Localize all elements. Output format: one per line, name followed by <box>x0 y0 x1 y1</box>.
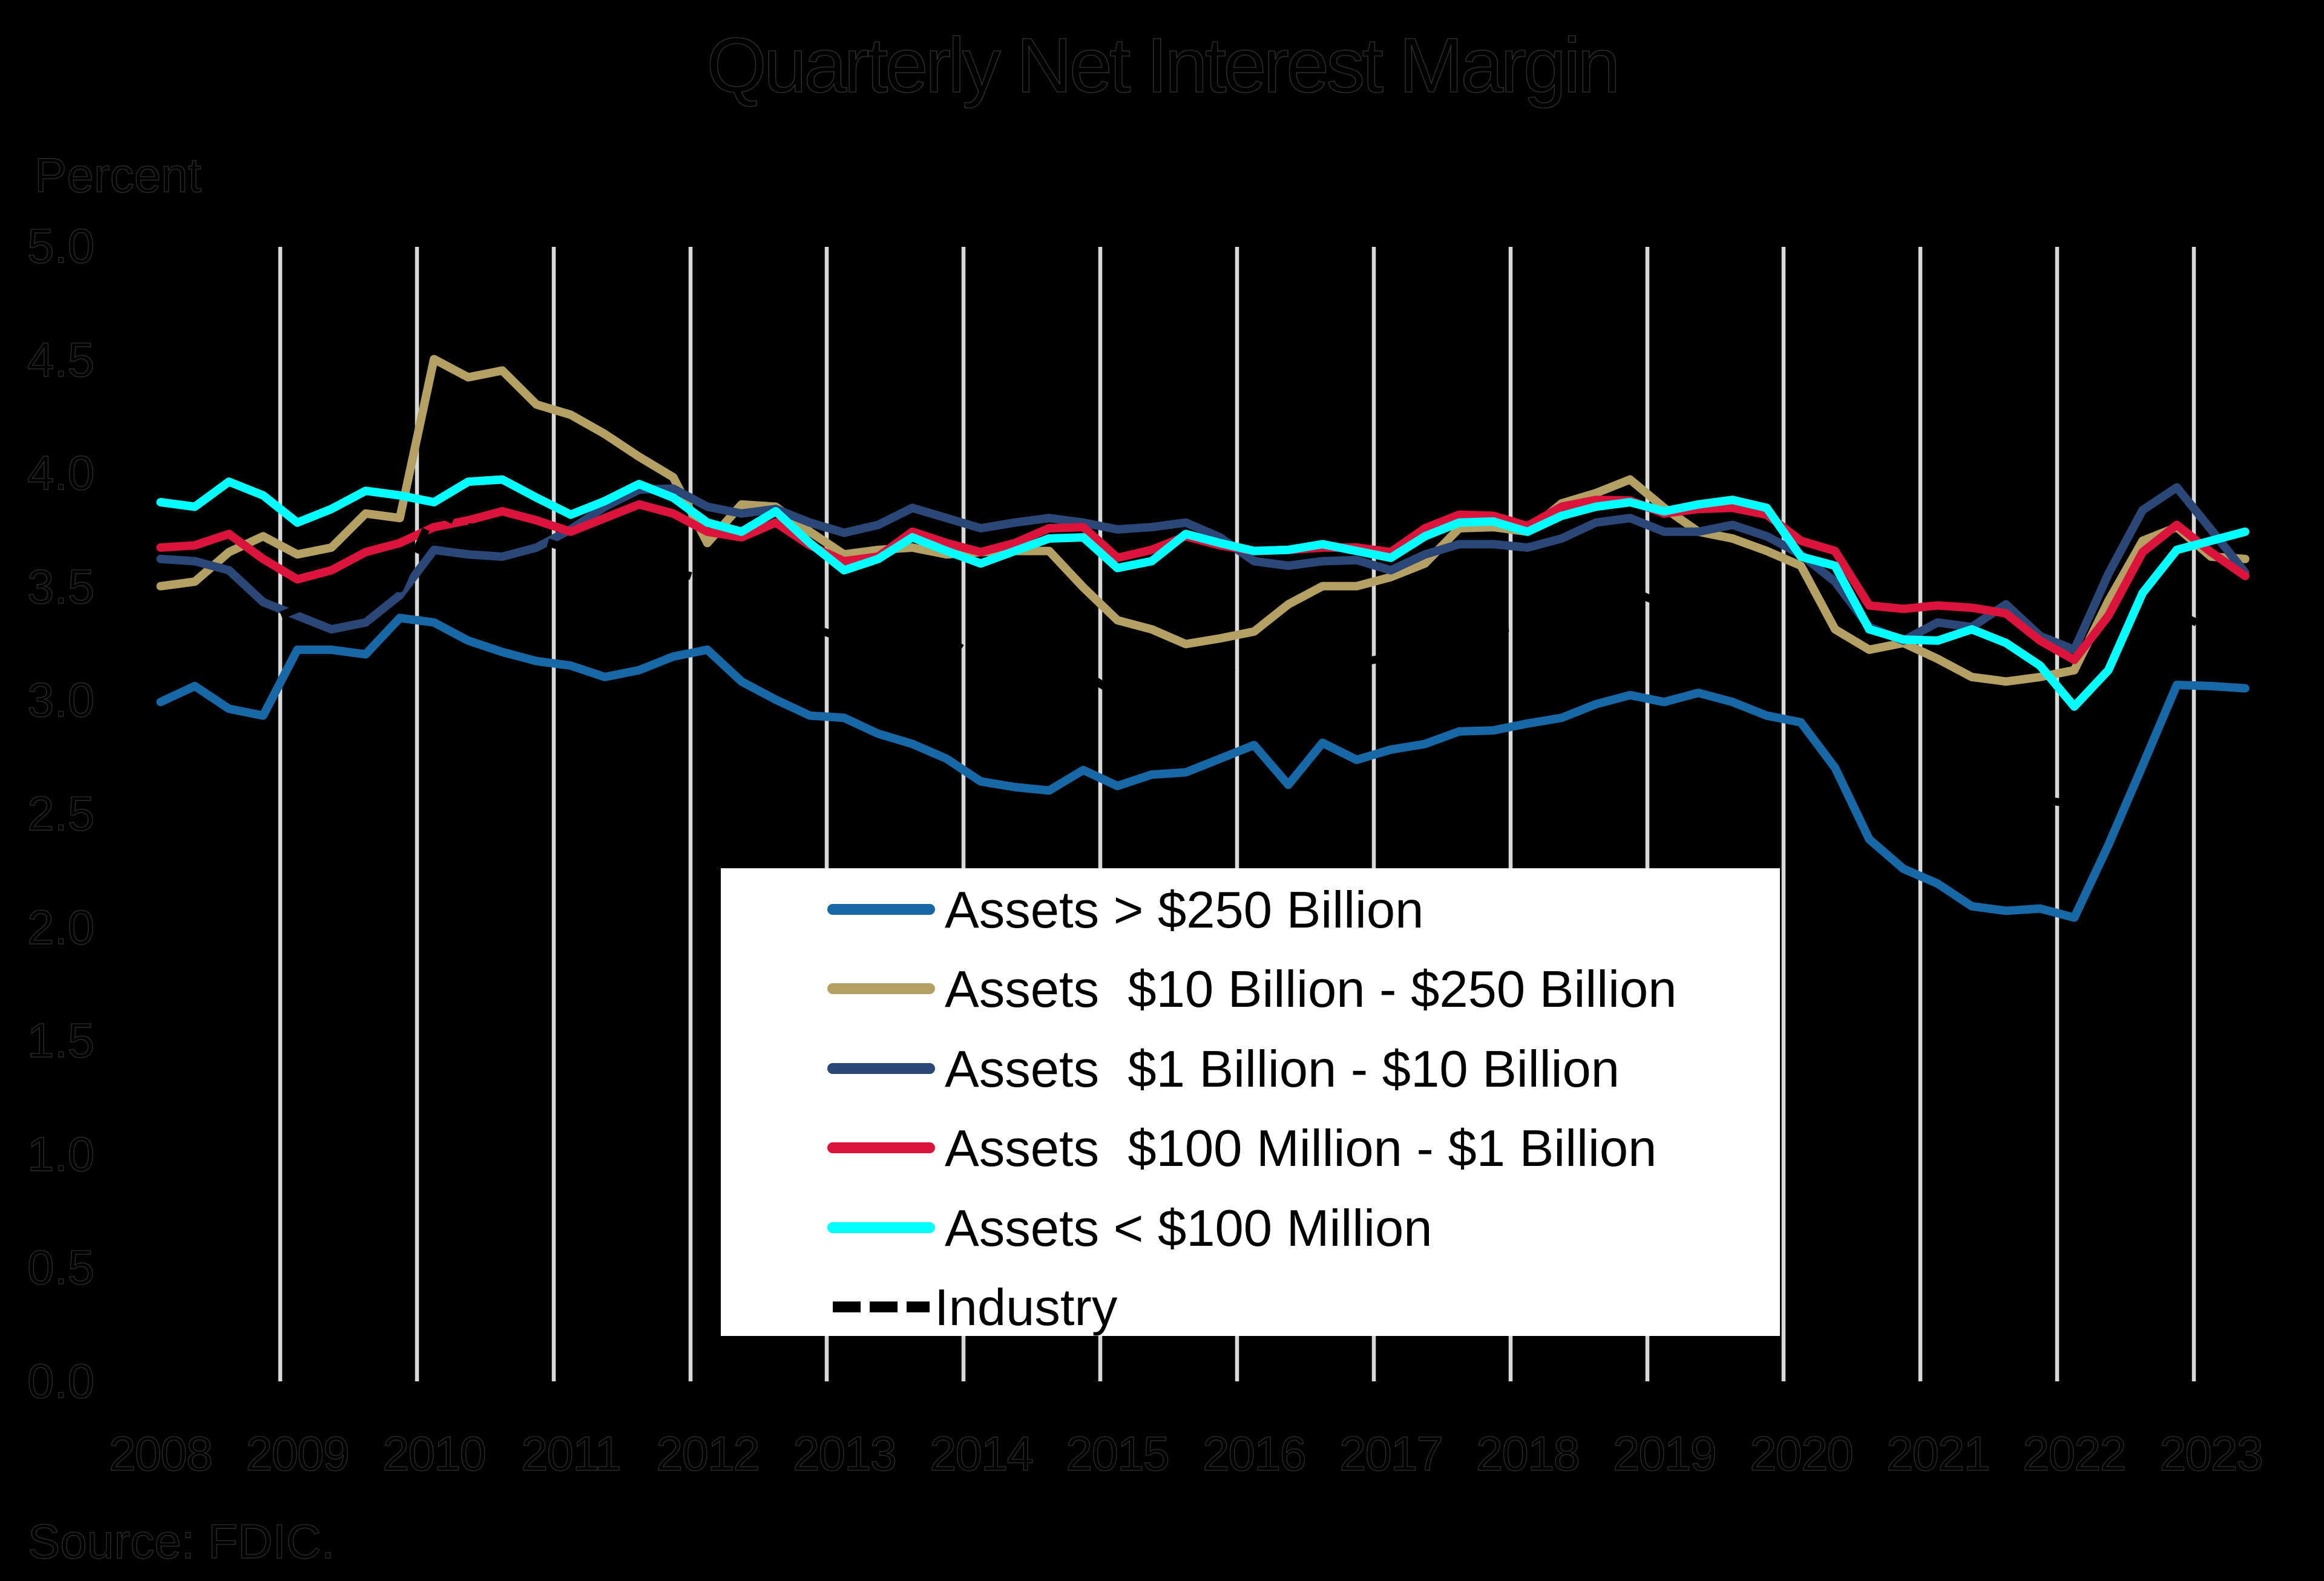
svg-text:Quarterly Net Interest Margin: Quarterly Net Interest Margin <box>706 22 1617 109</box>
svg-text:2011: 2011 <box>521 1427 620 1481</box>
svg-text:2017: 2017 <box>1339 1427 1442 1481</box>
svg-text:2.5: 2.5 <box>27 787 94 840</box>
svg-text:Assets > $250 Billion: Assets > $250 Billion <box>945 882 1423 939</box>
svg-text:0.0: 0.0 <box>27 1354 94 1408</box>
svg-text:2014: 2014 <box>930 1427 1032 1481</box>
svg-text:2020: 2020 <box>1750 1427 1853 1481</box>
svg-text:3.0: 3.0 <box>27 673 94 727</box>
svg-text:Percent: Percent <box>34 148 202 202</box>
svg-text:2021: 2021 <box>1886 1427 1989 1481</box>
svg-text:3.5: 3.5 <box>27 560 94 614</box>
svg-text:Assets < $100 Million: Assets < $100 Million <box>945 1200 1433 1257</box>
svg-text:4.0: 4.0 <box>27 446 94 500</box>
svg-text:2023: 2023 <box>2159 1427 2262 1481</box>
svg-text:2012: 2012 <box>656 1427 759 1481</box>
svg-text:Assets $1 Billion - $10 Billi: Assets $1 Billion - $10 Billion <box>945 1041 1620 1098</box>
svg-text:Assets $10 Billion - $250 Bil: Assets $10 Billion - $250 Billion <box>945 961 1677 1018</box>
svg-text:5.0: 5.0 <box>27 219 94 273</box>
svg-text:2009: 2009 <box>246 1427 349 1481</box>
svg-text:Source: FDIC.: Source: FDIC. <box>28 1514 335 1568</box>
svg-text:1.5: 1.5 <box>27 1013 94 1067</box>
svg-text:1.0: 1.0 <box>27 1127 94 1181</box>
svg-text:2022: 2022 <box>2023 1427 2125 1481</box>
svg-text:0.5: 0.5 <box>27 1240 94 1294</box>
svg-text:2.0: 2.0 <box>27 900 94 954</box>
svg-text:2019: 2019 <box>1613 1427 1716 1481</box>
svg-text:Assets $100 Million - $1 Bill: Assets $100 Million - $1 Billion <box>945 1120 1656 1177</box>
svg-text:4.5: 4.5 <box>27 333 94 387</box>
svg-text:2015: 2015 <box>1066 1427 1169 1481</box>
svg-text:2016: 2016 <box>1203 1427 1305 1481</box>
svg-text:2018: 2018 <box>1476 1427 1579 1481</box>
svg-text:Industry: Industry <box>934 1279 1118 1337</box>
svg-text:2013: 2013 <box>793 1427 896 1481</box>
svg-text:2010: 2010 <box>382 1427 485 1481</box>
svg-text:2008: 2008 <box>109 1427 212 1481</box>
